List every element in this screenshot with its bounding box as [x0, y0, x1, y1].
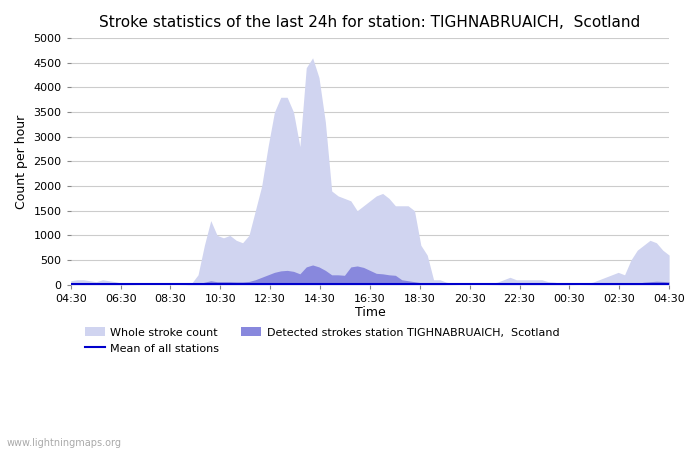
Legend: Whole stroke count, Mean of all stations, Detected strokes station TIGHNABRUAICH: Whole stroke count, Mean of all stations…	[80, 323, 564, 358]
X-axis label: Time: Time	[354, 306, 385, 320]
Y-axis label: Count per hour: Count per hour	[15, 114, 28, 208]
Text: www.lightningmaps.org: www.lightningmaps.org	[7, 438, 122, 448]
Title: Stroke statistics of the last 24h for station: TIGHNABRUAICH,  Scotland: Stroke statistics of the last 24h for st…	[99, 15, 640, 30]
